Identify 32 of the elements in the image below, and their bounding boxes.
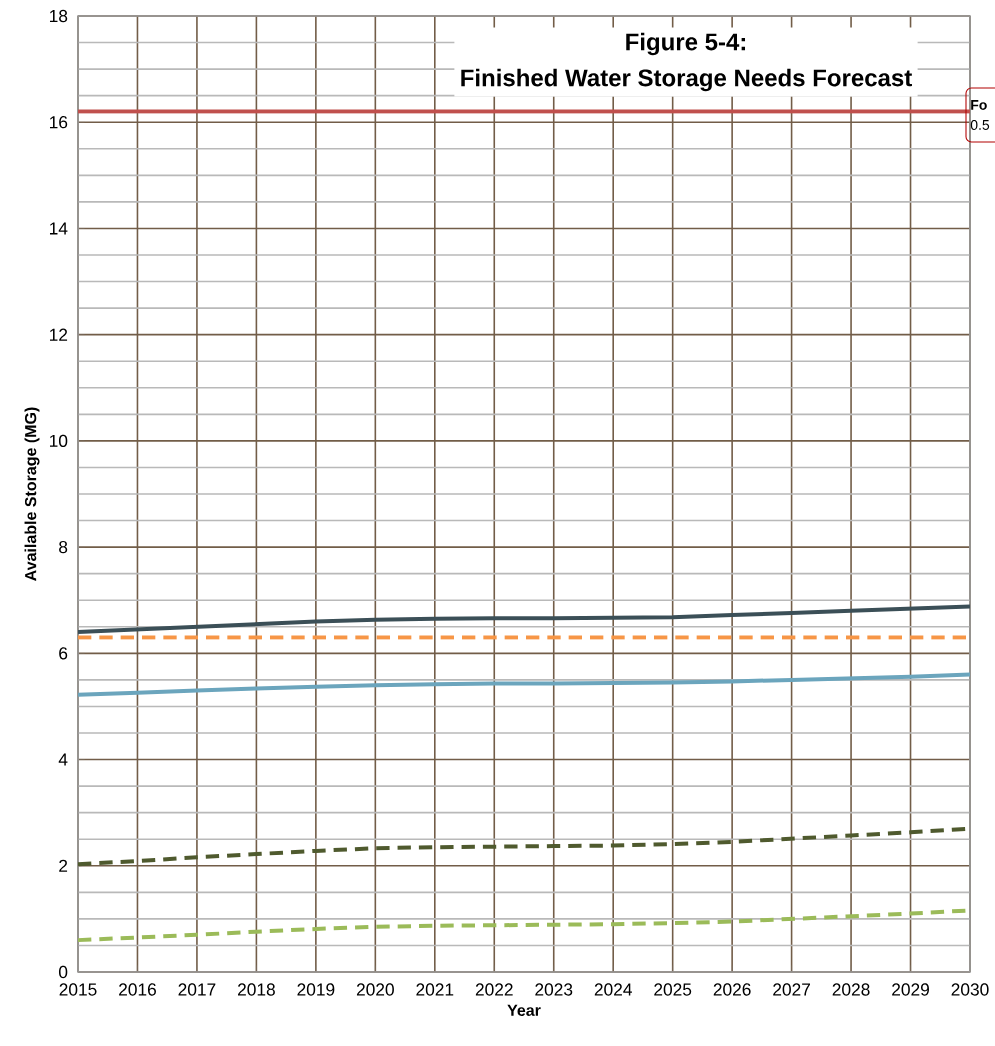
y-tick-label: 6 [59, 647, 68, 660]
y-tick-label: 16 [49, 116, 68, 129]
x-tick-label: 2025 [654, 983, 692, 996]
y-tick-label: 12 [49, 328, 68, 341]
text: 0.5 [970, 119, 990, 130]
x-tick-label: 2019 [297, 983, 335, 996]
y-tick-label: 8 [59, 540, 68, 554]
y-tick-label: 10 [49, 434, 68, 448]
y-tick-label: 14 [49, 222, 68, 235]
x-tick-label: 2030 [951, 983, 989, 996]
x-tick-label: 2028 [832, 983, 870, 996]
y-tick-label: 18 [49, 9, 68, 23]
x-tick-label: 2022 [475, 983, 513, 996]
x-tick-label: 2027 [773, 983, 810, 996]
x-axis-title: Year [507, 1004, 541, 1016]
x-tick-label: 2017 [178, 983, 216, 996]
y-tick-label: 0 [58, 965, 68, 979]
x-tick-label: 2024 [594, 983, 632, 996]
text: Fo [971, 100, 987, 110]
x-tick-label: 2029 [892, 983, 929, 996]
x-tick-label: 2023 [535, 983, 573, 996]
x-tick-label: 2015 [59, 983, 97, 996]
y-tick-label: 2 [59, 859, 68, 872]
text: Figure 5-4: [626, 32, 746, 56]
text: Finished Water Storage Needs Forecast [461, 68, 912, 92]
x-tick-label: 2020 [356, 983, 394, 996]
x-tick-label: 2018 [238, 983, 275, 996]
x-tick-label: 2016 [119, 983, 156, 996]
y-tick-label: 4 [58, 753, 68, 766]
x-tick-label: 2026 [713, 983, 751, 996]
y-axis-title: Available Storage (MG) [24, 407, 40, 581]
x-tick-label: 2021 [416, 983, 454, 996]
